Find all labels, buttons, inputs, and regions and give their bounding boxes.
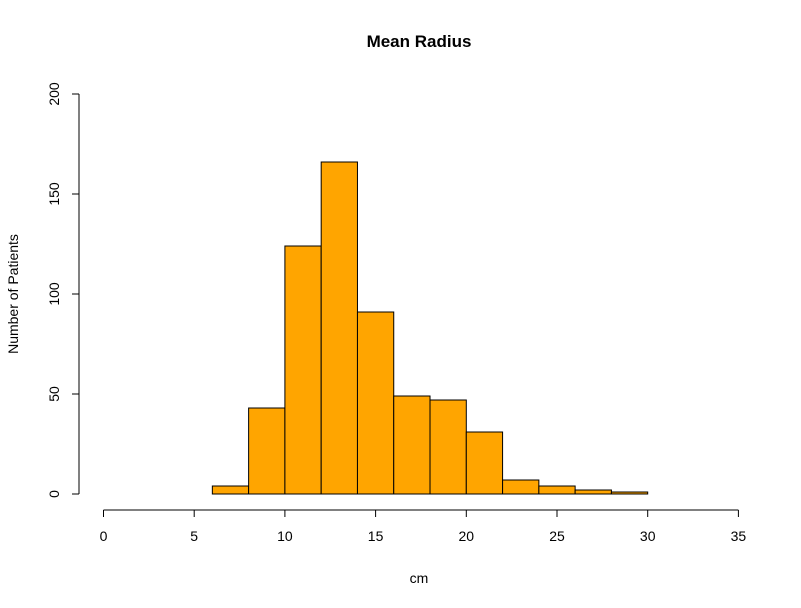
histogram-bar [393, 395, 431, 495]
chart-title: Mean Radius [367, 32, 472, 51]
x-tick-label: 10 [277, 528, 293, 544]
histogram-bar [610, 491, 649, 495]
histogram-bar [211, 485, 250, 495]
x-tick-label: 35 [731, 528, 747, 544]
y-tick-label: 150 [46, 182, 62, 206]
histogram-bar [429, 399, 467, 495]
x-axis: 0 5 10 15 20 25 30 35 [100, 509, 747, 544]
x-tick-label: 0 [100, 528, 108, 544]
histogram-bar [356, 311, 395, 495]
histogram-bar [574, 489, 612, 495]
y-tick-label: 50 [46, 386, 62, 402]
histogram-bar [465, 431, 504, 495]
x-tick-label: 25 [549, 528, 565, 544]
histogram-bar [248, 407, 286, 495]
histogram-bar [320, 161, 358, 495]
x-axis-label: cm [410, 570, 429, 586]
y-tick-label: 0 [46, 490, 62, 498]
x-tick-label: 15 [368, 528, 384, 544]
histogram-bar [538, 485, 576, 495]
y-axis: 0 50 100 150 200 [46, 82, 80, 498]
y-tick-label: 100 [46, 282, 62, 306]
x-tick-label: 5 [190, 528, 198, 544]
histogram-bar [284, 245, 322, 495]
histogram-bar [502, 479, 540, 495]
x-tick-label: 30 [640, 528, 656, 544]
bars-group [211, 161, 649, 495]
y-axis-label: Number of Patients [5, 234, 21, 354]
y-tick-label: 200 [46, 82, 62, 106]
x-tick-label: 20 [459, 528, 475, 544]
